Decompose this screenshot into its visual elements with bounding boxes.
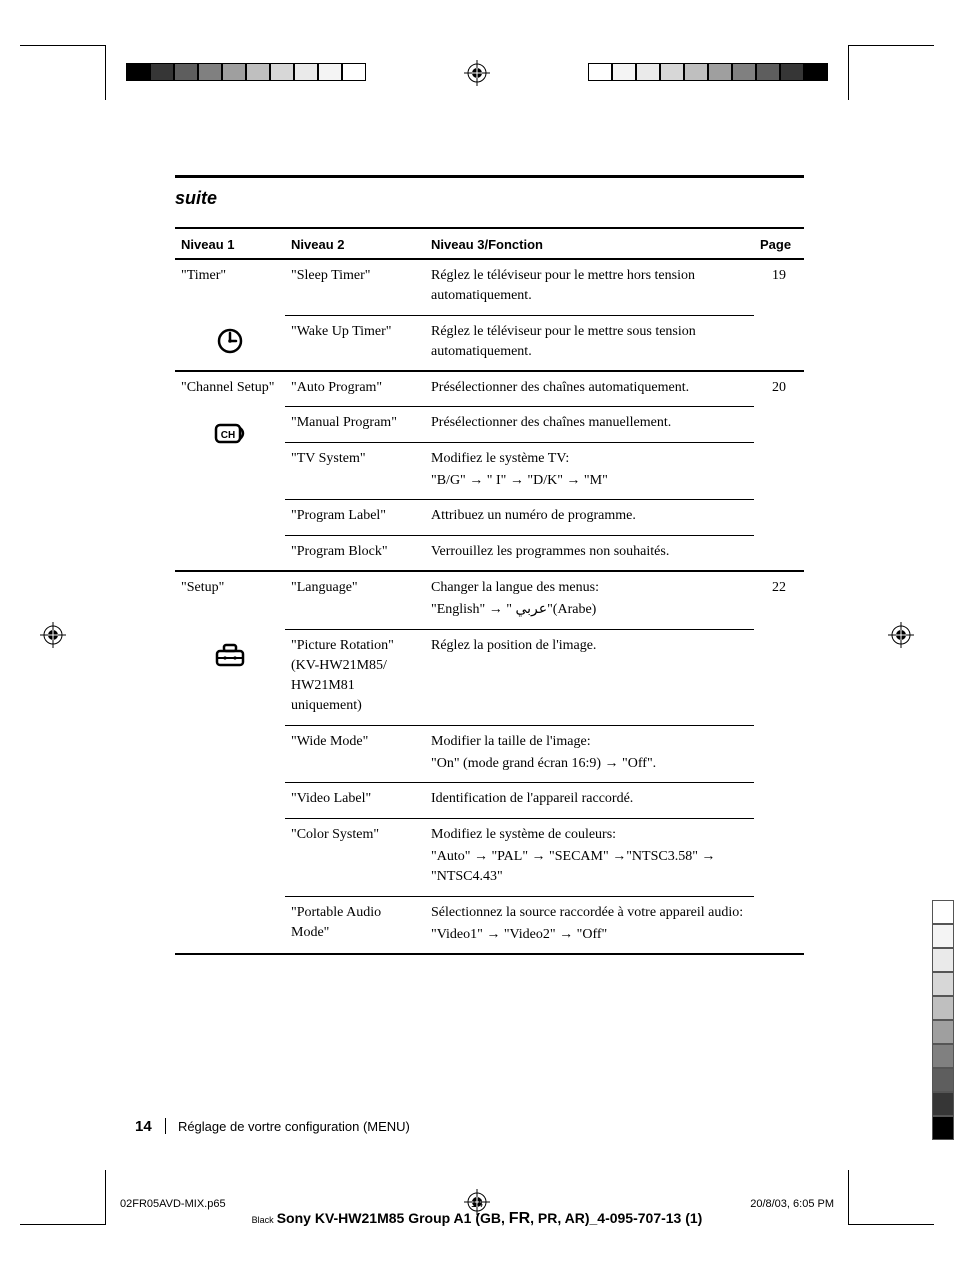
level3-cell: Changer la langue des menus:"English" → … (425, 571, 754, 629)
registration-mark-top (464, 60, 490, 86)
imposition-page: 14 (471, 1198, 483, 1210)
page-ref-cell: 20 (754, 371, 804, 571)
level3-cell: Modifier la taille de l'image:"On" (mode… (425, 725, 754, 783)
imposition-lang: FR (509, 1210, 530, 1227)
th-page: Page (754, 228, 804, 259)
level2-cell: "Color System" (285, 818, 425, 896)
channel-icon: CH (213, 419, 247, 447)
level1-icon-cell (175, 315, 285, 371)
level3-cell: Réglez le téléviseur pour le mettre sous… (425, 315, 754, 371)
level2-cell: "Program Label" (285, 500, 425, 535)
th-niveau2: Niveau 2 (285, 228, 425, 259)
registration-mark-right (888, 622, 914, 648)
svg-text:CH: CH (221, 430, 235, 441)
imposition-line2: Black Sony KV-HW21M85 Group A1 (GB, FR, … (120, 1210, 834, 1228)
level3-cell: Attribuez un numéro de programme. (425, 500, 754, 535)
page-ref-cell: 19 (754, 259, 804, 371)
page-footer: 14 Réglage de vortre configuration (MENU… (135, 1118, 410, 1135)
level3-cell: Réglez le téléviseur pour le mettre hors… (425, 259, 754, 315)
page-content: suite Niveau 1 Niveau 2 Niveau 3/Fonctio… (175, 175, 804, 955)
level3-cell: Réglez la position de l'image. (425, 629, 754, 725)
level2-cell: "Picture Rotation"(KV-HW21M85/HW21M81uni… (285, 629, 425, 725)
level3-cell: Verrouillez les programmes non souhaités… (425, 535, 754, 571)
level2-cell: "Auto Program" (285, 371, 425, 407)
page-number: 14 (135, 1118, 152, 1135)
page-ref-cell: 22 (754, 571, 804, 954)
th-niveau3: Niveau 3/Fonction (425, 228, 754, 259)
registration-mark-left (40, 622, 66, 648)
level3-cell: Présélectionner des chaînes automatiquem… (425, 371, 754, 407)
colorbar-top-left (126, 63, 366, 81)
level3-cell: Modifiez le système de couleurs:"Auto" →… (425, 818, 754, 896)
heading-suite: suite (175, 188, 804, 209)
imposition-datetime: 20/8/03, 6:05 PM (750, 1198, 834, 1210)
level1-label: "Channel Setup" (175, 371, 285, 407)
th-niveau1: Niveau 1 (175, 228, 285, 259)
colorbar-side-right (932, 900, 954, 1140)
level2-cell: "Wide Mode" (285, 725, 425, 783)
level3-cell: Modifiez le système TV:"B/G" → " I" → "D… (425, 442, 754, 500)
imposition-doc-tail: , PR, AR)_4-095-707-13 (1) (530, 1210, 702, 1226)
colorbar-top-right (588, 63, 828, 81)
level1-label: "Setup" (175, 571, 285, 629)
level2-cell: "Portable Audio Mode" (285, 896, 425, 954)
level2-cell: "Wake Up Timer" (285, 315, 425, 371)
level2-cell: "TV System" (285, 442, 425, 500)
level2-cell: "Program Block" (285, 535, 425, 571)
level1-label: "Timer" (175, 259, 285, 315)
clock-icon (216, 327, 244, 355)
level3-cell: Présélectionner des chaînes manuellement… (425, 407, 754, 442)
level3-cell: Identification de l'appareil raccordé. (425, 783, 754, 818)
imposition-color: Black (252, 1215, 274, 1225)
level3-cell: Sélectionnez la source raccordée à votre… (425, 896, 754, 954)
toolbox-icon (214, 641, 246, 669)
imposition-file: 02FR05AVD-MIX.p65 (120, 1198, 226, 1210)
level2-cell: "Manual Program" (285, 407, 425, 442)
level2-cell: "Language" (285, 571, 425, 629)
level2-cell: "Sleep Timer" (285, 259, 425, 315)
level1-icon-cell: CH (175, 407, 285, 571)
level2-cell: "Video Label" (285, 783, 425, 818)
imposition-doc: Sony KV-HW21M85 Group A1 (GB, (277, 1210, 509, 1226)
section-title: Réglage de vortre configuration (MENU) (178, 1119, 410, 1134)
imposition-line1: 02FR05AVD-MIX.p65 14 20/8/03, 6:05 PM (120, 1198, 834, 1210)
menu-table: Niveau 1 Niveau 2 Niveau 3/Fonction Page… (175, 227, 804, 955)
level1-icon-cell (175, 629, 285, 954)
